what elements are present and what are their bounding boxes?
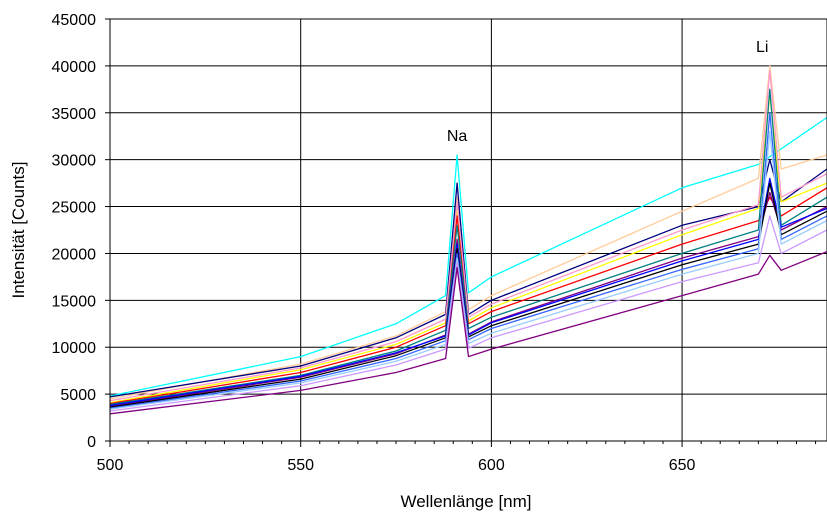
y-tick-label: 30000 — [52, 153, 97, 170]
peak-label: Li — [756, 39, 768, 56]
y-tick-label: 15000 — [52, 293, 97, 310]
plot-frame — [109, 18, 827, 442]
y-tick-label: 5000 — [60, 387, 96, 404]
y-tick-label: 40000 — [52, 59, 97, 76]
series-line — [109, 182, 827, 408]
series-line — [109, 187, 827, 405]
series-line — [109, 112, 827, 409]
series-line — [109, 215, 827, 412]
series-line — [109, 116, 827, 397]
y-tick-label: 10000 — [52, 340, 97, 357]
y-axis-title: Intensität [Counts] — [9, 161, 28, 298]
y-tick-label: 45000 — [52, 12, 97, 29]
annotations: Na Li — [447, 39, 769, 145]
series-line — [109, 191, 827, 407]
peak-label: Na — [447, 128, 468, 145]
series-line — [109, 177, 827, 407]
series-line — [109, 69, 827, 402]
series-line — [109, 159, 827, 398]
x-axis-title: Wellenlänge [nm] — [400, 492, 531, 511]
x-tick-label: 600 — [478, 457, 505, 474]
y-tick-label: 0 — [87, 434, 96, 451]
axes — [105, 18, 827, 447]
series-line — [109, 65, 827, 400]
series-group — [109, 65, 827, 415]
series-line — [109, 130, 827, 410]
tick-labels: 0 5000 10000 15000 20000 25000 30000 35000 40000… — [52, 12, 696, 474]
x-tick-label: 500 — [97, 457, 124, 474]
grid-lines — [110, 18, 827, 442]
x-tick-label: 550 — [287, 457, 314, 474]
series-line — [109, 250, 827, 415]
y-tick-label: 35000 — [52, 106, 97, 123]
y-tick-label: 25000 — [52, 200, 97, 217]
y-tick-label: 20000 — [52, 246, 97, 263]
series-line — [109, 88, 827, 406]
x-tick-label: 650 — [669, 457, 696, 474]
